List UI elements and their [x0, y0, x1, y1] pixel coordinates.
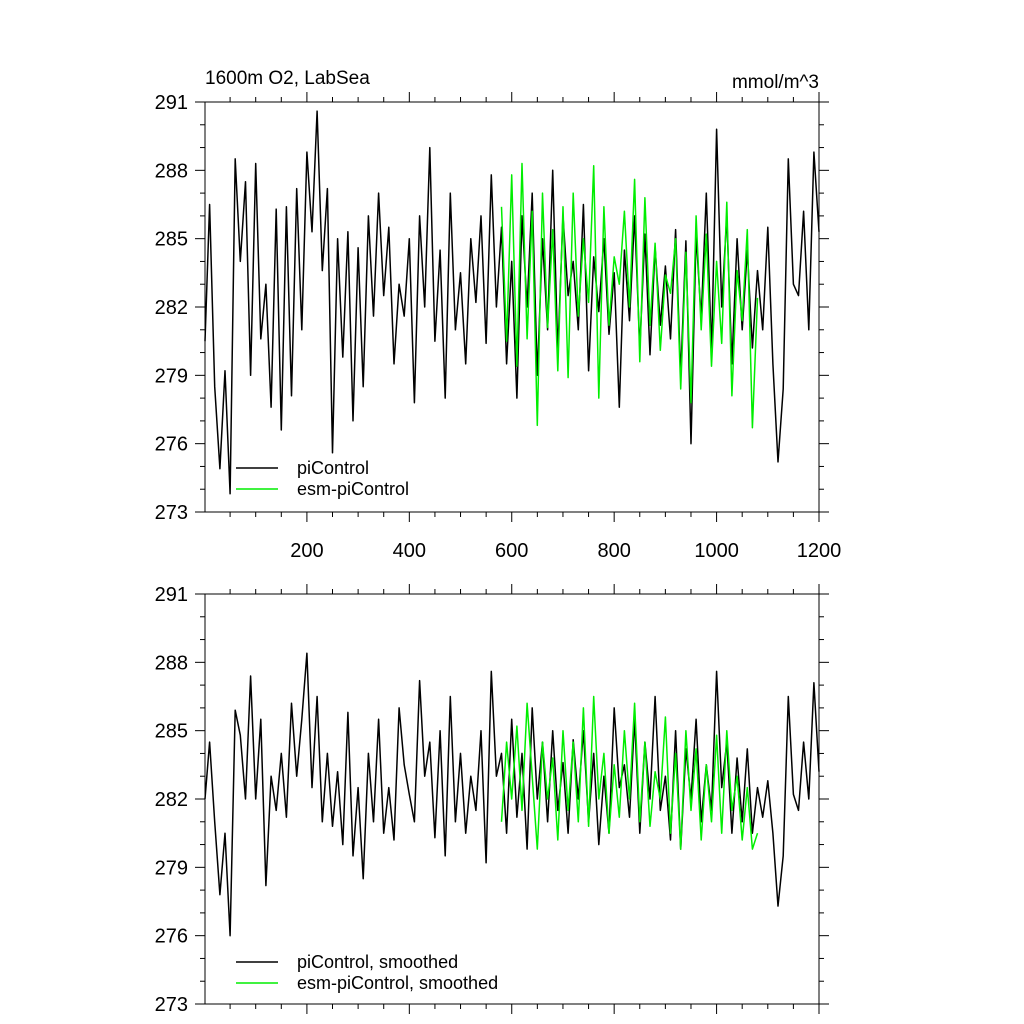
x-tick-label: 200	[290, 540, 323, 562]
y-tick-label: 279	[155, 857, 188, 879]
chart-title: 1600m O2, LabSea	[205, 68, 370, 89]
y-tick-label: 273	[155, 994, 188, 1016]
series-line-picontrol-smoothed	[204, 652, 820, 937]
y-tick-label: 282	[155, 789, 188, 811]
y-tick-label: 282	[155, 297, 188, 319]
series-line-esm-picontrol-smoothed	[500, 695, 759, 850]
plot-frame	[204, 101, 820, 513]
legend-label: esm-piControl	[297, 479, 409, 499]
legend-label: piControl, smoothed	[297, 952, 458, 972]
y-tick-label: 291	[155, 584, 188, 606]
y-tick-label: 291	[155, 92, 188, 114]
x-tick-label: 1200	[797, 540, 842, 562]
top-panel: 273 276 279 282 285 288 291 200 400 600 800 1000 120…	[155, 68, 842, 562]
y-tick-label: 285	[155, 721, 188, 743]
y-tick-label: 279	[155, 365, 188, 387]
y-tick-label: 276	[155, 434, 188, 456]
y-tick-label: 273	[155, 502, 188, 524]
x-tick-label: 800	[597, 540, 630, 562]
legend-label: piControl	[297, 458, 369, 478]
series-line-esm-picontrol	[500, 162, 759, 429]
x-tick-label: 600	[495, 540, 528, 562]
y-tick-label: 288	[155, 160, 188, 182]
units-label: mmol/m^3	[732, 72, 819, 93]
x-tick-label: 400	[393, 540, 426, 562]
legend-label: esm-piControl, smoothed	[297, 973, 498, 993]
bottom-panel: 273 276 279 282 285 288 291 piControl, smoothed…	[155, 584, 829, 1016]
series-line-picontrol	[204, 110, 820, 495]
y-tick-label: 285	[155, 229, 188, 251]
y-tick-label: 288	[155, 652, 188, 674]
y-tick-label: 276	[155, 926, 188, 948]
x-tick-label: 1000	[694, 540, 739, 562]
